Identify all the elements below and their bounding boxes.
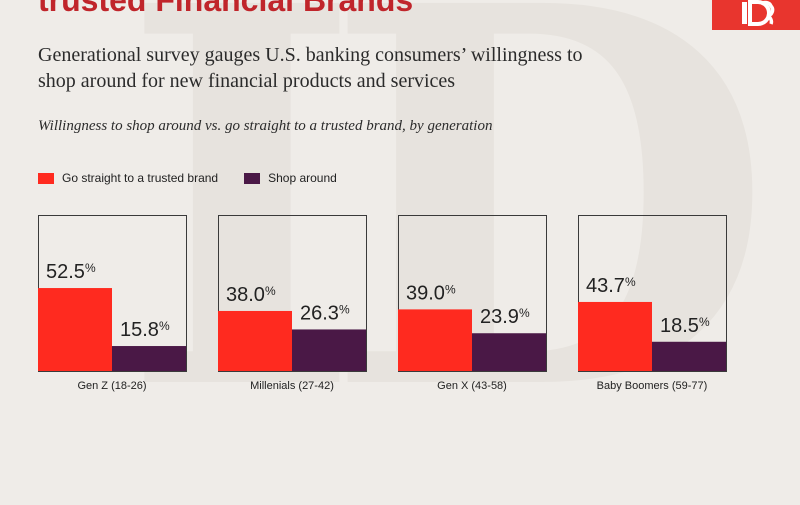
bar-trusted — [38, 288, 112, 371]
bar-trusted — [398, 309, 472, 371]
data-label-value: 26.3 — [300, 302, 339, 324]
chart-panel-frame — [218, 215, 367, 372]
data-label: 52.5% — [46, 261, 96, 283]
bar-shop — [472, 333, 546, 371]
legend-swatch-shop — [244, 172, 261, 184]
legend-item-shop: Shop around — [244, 171, 337, 185]
category-label: Gen Z (18-26) — [77, 380, 146, 392]
category-label: Millenials (27-42) — [250, 380, 334, 392]
data-label-value: 43.7 — [586, 275, 625, 297]
data-label-unit: % — [699, 315, 710, 329]
brand-logo-icon — [712, 0, 800, 30]
bar-shop — [292, 329, 366, 371]
bar-shop — [112, 346, 186, 371]
chart-panel-frame — [398, 215, 547, 372]
bar-chart: 52.5%15.8%Gen Z (18-26)38.0%26.3%Milleni… — [38, 215, 727, 392]
chart-subtitle: Generational survey gauges U.S. banking … — [38, 44, 583, 92]
legend-item-trusted: Go straight to a trusted brand — [38, 171, 218, 185]
data-label: 26.3% — [300, 302, 350, 324]
category-label: Gen X (43-58) — [437, 380, 507, 392]
data-label-unit: % — [625, 275, 636, 289]
data-label-unit: % — [159, 319, 170, 333]
data-label: 23.9% — [480, 306, 530, 328]
data-label-value: 39.0 — [406, 282, 445, 304]
chart-title: trusted Financial Brands — [38, 0, 414, 18]
bar-trusted — [218, 310, 292, 371]
data-label: 18.5% — [660, 315, 710, 337]
data-label-unit: % — [85, 261, 96, 275]
data-label-value: 52.5 — [46, 261, 85, 283]
legend-label-trusted: Go straight to a trusted brand — [62, 171, 219, 185]
bar-trusted — [578, 301, 652, 371]
data-label: 39.0% — [406, 282, 456, 304]
data-label-value: 18.5 — [660, 315, 699, 337]
chart-panel-frame — [578, 215, 727, 372]
watermark-monogram: ID — [120, 0, 774, 505]
bar-shop — [652, 341, 726, 371]
data-label-unit: % — [519, 306, 530, 320]
data-label-value: 15.8 — [120, 319, 159, 341]
data-label-unit: % — [265, 284, 276, 298]
category-label: Baby Boomers (59-77) — [597, 380, 708, 392]
data-label-unit: % — [339, 302, 350, 316]
data-label-value: 38.0 — [226, 284, 265, 306]
legend-label-shop: Shop around — [268, 171, 337, 185]
data-label: 43.7% — [586, 275, 636, 297]
data-label: 38.0% — [226, 284, 276, 306]
data-label-unit: % — [445, 282, 456, 296]
data-label-value: 23.9 — [480, 306, 519, 328]
legend: Go straight to a trusted brand Shop arou… — [38, 171, 337, 185]
data-label: 15.8% — [120, 319, 170, 341]
chart-caption: Willingness to shop around vs. go straig… — [38, 118, 493, 134]
legend-swatch-trusted — [38, 172, 54, 184]
